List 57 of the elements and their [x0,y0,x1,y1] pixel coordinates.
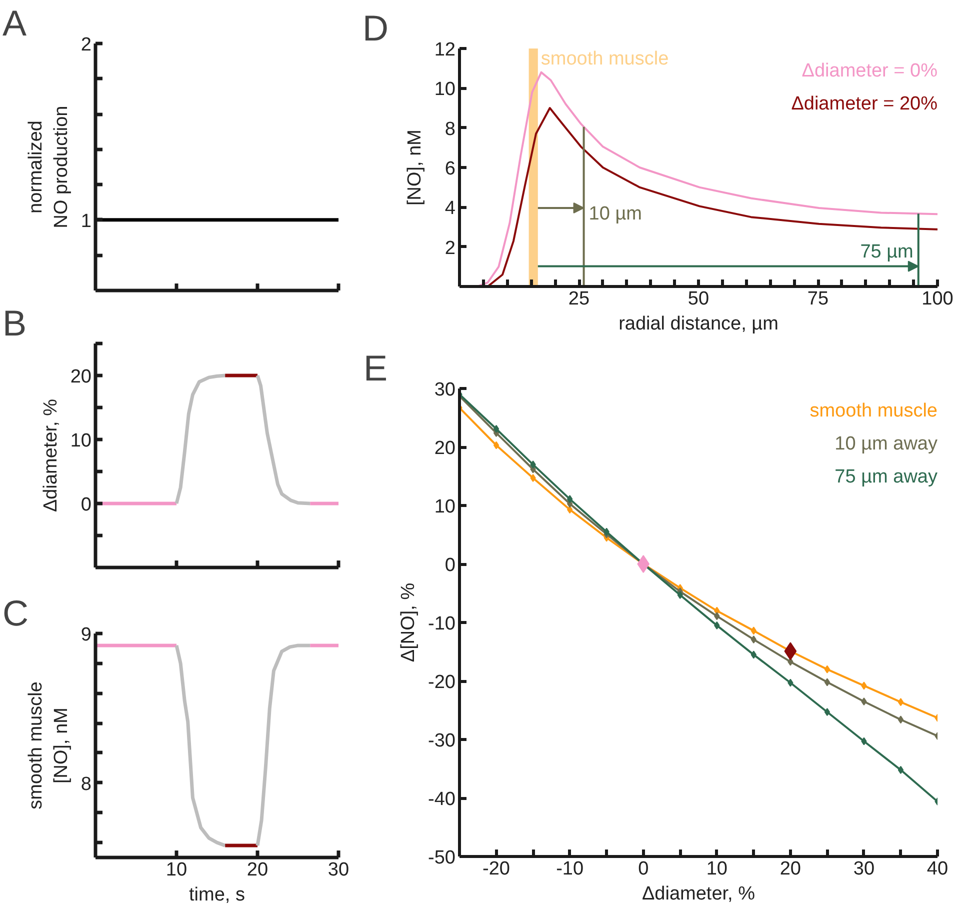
x-axis-title: Δdiameter, % [642,884,756,904]
x-tick-label: 100 [922,288,954,310]
y-tick-label: 20 [70,366,92,388]
band-label: smooth muscle [540,48,669,70]
y-tick-label: 1 [80,210,92,232]
x-tick-label: 30 [853,858,875,880]
x-tick-label: 25 [568,288,590,310]
y-tick-label: -10 [428,614,456,634]
y-tick-label: 8 [80,774,92,795]
y-tick-label: 4 [444,198,456,220]
text: smooth muscle [810,400,938,422]
y-tick-label: 12 [434,40,456,60]
x-tick-label: 20 [246,860,268,880]
x-tick-label: 0 [638,858,649,880]
x-axis-title: radial distance, µm [618,314,778,334]
text: 10 µm away [834,434,938,454]
x-tick-label: 50 [688,288,710,310]
x-tick-label: 10 [166,860,188,880]
y-tick-label: -20 [428,672,456,693]
text: Δdiameter = 0% [802,60,938,82]
y-tick-label: 20 [434,438,456,459]
x-tick-label: 10 [706,858,728,880]
y-axis-title: Δdiameter, % [40,398,62,512]
x-tick-label: -10 [556,858,584,880]
y-tick-label: 10 [434,496,456,518]
y-tick-label: 10 [434,79,456,100]
text: Δdiameter = 20% [791,94,938,114]
y-tick-label: 8 [444,118,456,140]
x-tick-label: 75 [807,288,829,310]
y-tick-label: -40 [428,789,456,810]
chart-title: E [364,348,388,388]
y-tick-label: 2 [444,238,456,259]
x-tick-label: 20 [780,858,801,880]
x-tick-label: -20 [482,858,510,880]
ref-line-label: 10 µm [588,203,642,224]
y-tick-label: -30 [428,730,456,752]
chart-title: D [362,8,388,48]
x-tick-label: 40 [926,858,948,880]
chart-title: C [2,592,28,634]
x-axis-title: time, s [189,884,245,906]
y-axis-title: smooth muscle [NO], nM [26,682,72,810]
y-tick-label: 0 [80,494,92,516]
y-tick-label: 10 [70,430,92,452]
chart-title: A [2,2,27,44]
y-axis-title: normalized NO production [26,106,72,228]
y-tick-label: 30 [434,380,456,400]
y-axis-title: Δ[NO], % [398,582,420,662]
chart-title: B [2,302,27,344]
y-axis-title: [NO], nM [404,129,426,206]
y-tick-label: -50 [428,848,456,868]
y-tick-label: 9 [80,624,92,646]
ref-line-label: 75 µm [860,241,914,262]
text: 75 µm away [834,466,938,488]
x-tick-label: 30 [328,860,350,880]
y-tick-label: 2 [80,34,92,56]
y-tick-label: 0 [444,555,456,576]
y-tick-label: 6 [444,158,456,180]
